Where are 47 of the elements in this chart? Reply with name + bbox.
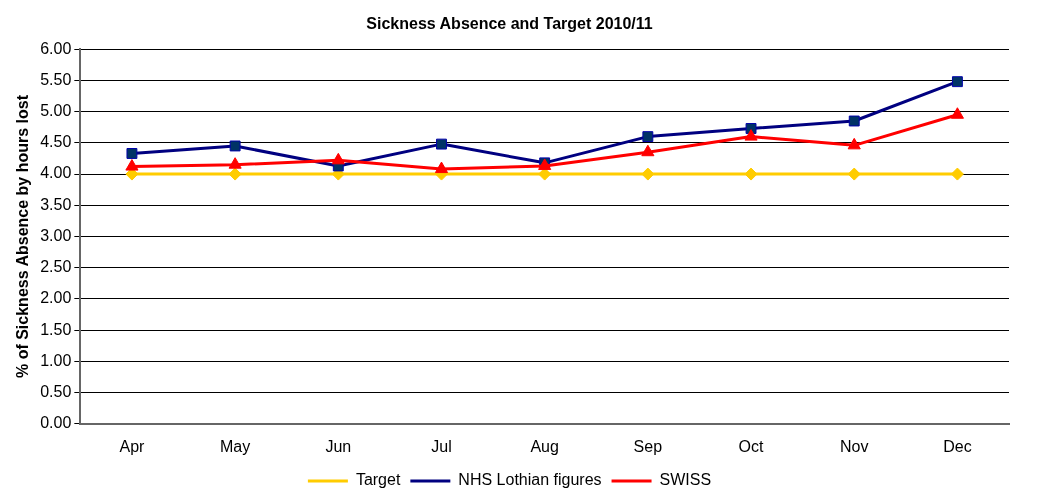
- point: [538, 167, 552, 181]
- point: [126, 148, 138, 159]
- y-axis-title: % of Sickness Absence by hours lost: [14, 94, 32, 379]
- point: [331, 152, 345, 165]
- point: [847, 167, 861, 181]
- y-tick-label: 1.50: [40, 320, 72, 338]
- y-tick-label: 0.00: [40, 414, 72, 432]
- point: [848, 115, 860, 127]
- y-tick-label: 1.00: [40, 351, 72, 369]
- chart-title: Sickness Absence and Target 2010/11: [366, 15, 653, 33]
- y-tick-label: 2.50: [40, 258, 72, 276]
- y-tick-label: 3.00: [40, 226, 72, 244]
- point: [744, 167, 758, 181]
- point: [744, 129, 758, 141]
- y-tick-label: 5.50: [40, 70, 72, 88]
- x-tick-label: Nov: [840, 437, 869, 455]
- y-tick-label: 0.50: [40, 382, 72, 400]
- y-tick-label: 5.00: [40, 102, 72, 120]
- point: [641, 167, 655, 181]
- x-tick-label: Apr: [119, 437, 146, 455]
- x-tick-label: Jun: [325, 437, 352, 455]
- point: [229, 140, 241, 152]
- legend-label: Target: [355, 471, 401, 489]
- x-tick-label: May: [220, 437, 251, 455]
- point: [434, 161, 449, 174]
- point: [950, 107, 964, 119]
- x-tick-label: Dec: [943, 437, 972, 455]
- x-tick-label: Aug: [530, 437, 559, 455]
- point: [950, 167, 964, 181]
- x-tick-label: Oct: [738, 437, 765, 455]
- x-tick-label: Jul: [431, 437, 452, 455]
- y-tick-label: 4.00: [40, 164, 72, 182]
- point: [125, 159, 139, 171]
- legend-label: NHS Lothian figures: [458, 471, 602, 489]
- point: [228, 157, 242, 169]
- point: [642, 131, 654, 143]
- point: [228, 167, 242, 181]
- point: [436, 138, 447, 150]
- point: [641, 144, 655, 157]
- point: [847, 137, 861, 150]
- x-tick-label: Sep: [633, 437, 663, 455]
- y-tick-label: 2.00: [40, 289, 72, 307]
- y-tick-label: 6.00: [40, 39, 72, 57]
- legend-label: SWISS: [659, 471, 712, 489]
- y-tick-label: 3.50: [40, 195, 72, 213]
- y-tick-label: 4.50: [40, 133, 72, 151]
- point: [951, 76, 963, 88]
